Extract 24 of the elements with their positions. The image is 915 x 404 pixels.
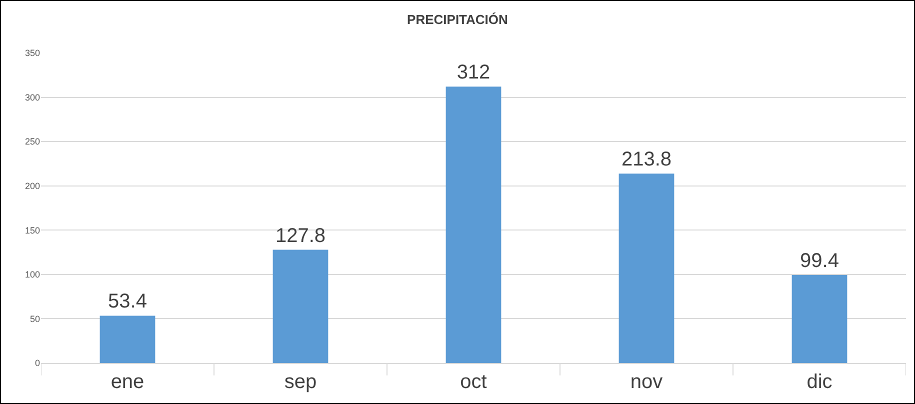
data-label: 99.4 bbox=[800, 250, 839, 272]
x-tick-label: nov bbox=[630, 371, 663, 393]
bar bbox=[446, 86, 502, 363]
bar bbox=[272, 250, 328, 363]
bar bbox=[618, 174, 674, 363]
data-label: 53.4 bbox=[108, 290, 147, 313]
data-label: 213.8 bbox=[621, 148, 672, 171]
y-tick-label: 150 bbox=[24, 225, 40, 236]
y-tick-label: 350 bbox=[24, 48, 40, 58]
data-label: 127.8 bbox=[275, 224, 326, 247]
y-tick-label: 0 bbox=[34, 358, 40, 368]
x-tick-label: dic bbox=[806, 371, 832, 393]
chart-title: PRECIPITACIÓN bbox=[407, 12, 508, 28]
x-tick-label: ene bbox=[110, 371, 144, 393]
y-tick-label: 250 bbox=[24, 136, 40, 147]
y-tick-label: 200 bbox=[24, 181, 40, 192]
y-tick-label: 50 bbox=[30, 314, 40, 324]
x-tick-label: sep bbox=[284, 371, 317, 393]
bar bbox=[100, 316, 156, 363]
y-tick-label: 100 bbox=[24, 270, 40, 280]
x-tick-label: oct bbox=[460, 371, 488, 393]
data-label: 312 bbox=[456, 62, 490, 84]
bar bbox=[792, 274, 848, 363]
y-tick-label: 300 bbox=[24, 92, 40, 102]
